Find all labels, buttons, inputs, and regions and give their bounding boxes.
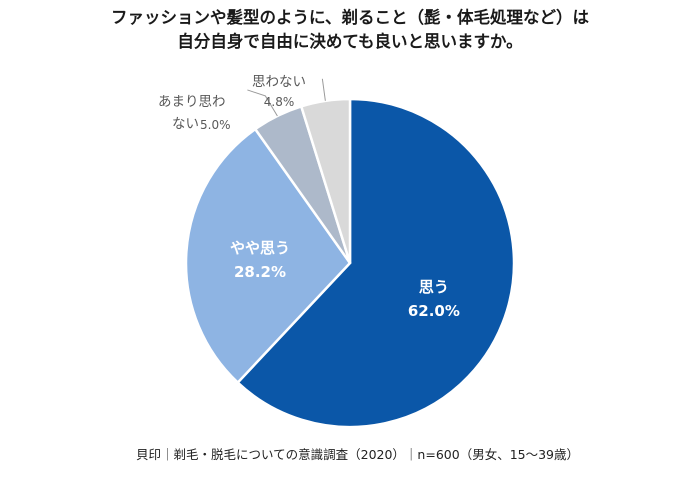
chart-title-line-2: 自分自身で自由に決めても良いと思いますか。 <box>177 32 523 51</box>
slice-value-3: 4.8% <box>264 95 295 109</box>
slice-label-3: 思わない <box>252 74 306 90</box>
chart-title-line-1: ファッションや髪型のように、剃ること（髭・体毛処理など）は <box>110 8 589 27</box>
slice-value-0: 62.0% <box>408 302 460 320</box>
source-note: 貝印｜剃毛・脱毛についての意識調査（2020）｜n=600（男女、15〜39歳） <box>136 447 580 462</box>
slice-label-1: やや思う <box>230 239 290 257</box>
slice-value-1: 28.2% <box>234 263 286 281</box>
pie-slice-0 <box>235 97 516 429</box>
chart-title: ファッションや髪型のように、剃ること（髭・体毛処理など）は 自分自身で自由に決め… <box>0 6 700 54</box>
pie-slice-1 <box>184 127 352 385</box>
leader-line-3 <box>321 78 326 101</box>
slice-label-2: あまり思わ <box>158 94 226 110</box>
leader-line-2 <box>247 89 278 117</box>
slice-value-2: 5.0% <box>200 118 231 132</box>
slice-label-2-line-2: ない <box>172 116 199 132</box>
pie-slice-3 <box>299 97 352 264</box>
slice-label-0: 思う <box>419 278 449 296</box>
